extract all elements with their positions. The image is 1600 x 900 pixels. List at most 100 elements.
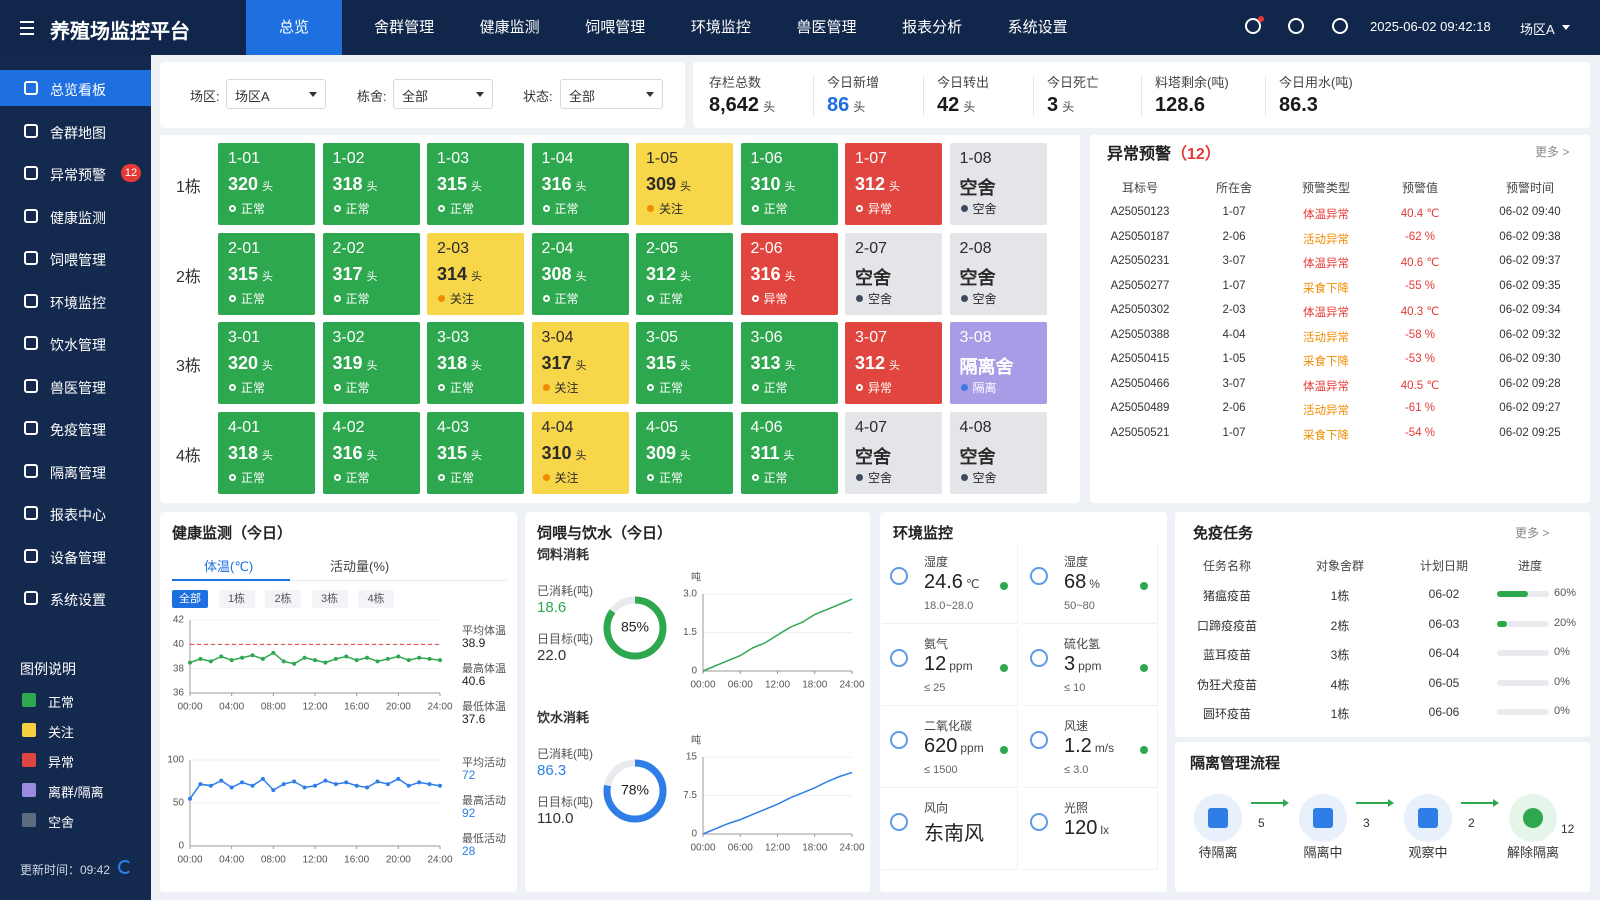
header-icon[interactable] (1332, 18, 1348, 34)
sidebar-item[interactable]: 饲喂管理 (0, 240, 151, 276)
pen-cell[interactable]: 1-03 315 头正常 (427, 143, 524, 225)
pen-cell[interactable]: 3-07 312 头异常 (845, 322, 942, 404)
filter-select[interactable]: 场区A (226, 79, 326, 109)
pen-cell[interactable]: 4-02 316 头正常 (322, 411, 420, 494)
column-header: 计划日期 (1419, 559, 1469, 573)
status-dot (229, 384, 236, 391)
env-value: 620 ppm (924, 735, 984, 757)
nav-item[interactable]: 环境监控 (690, 19, 751, 36)
tab[interactable]: 体温(℃) (204, 559, 254, 574)
pen-cell[interactable]: 3-03 318 头正常 (427, 322, 524, 404)
pen-cell[interactable]: 2-08 空舍 空舍 (949, 232, 1047, 315)
pen-cell[interactable]: 3-04 317 头关注 (531, 322, 629, 404)
sidebar-item[interactable]: 报表中心 (0, 495, 151, 531)
pen-cell[interactable]: 4-04 310 头关注 (531, 411, 629, 494)
pen-cell[interactable]: 2-02 317 头正常 (322, 232, 420, 315)
header-icon[interactable] (1245, 18, 1261, 34)
section-title: 饲料消耗 (537, 547, 590, 562)
pen-cell[interactable]: 4-08 空舍 空舍 (949, 411, 1047, 494)
pen-cell[interactable]: 3-06 313 头正常 (740, 322, 838, 404)
sidebar-item[interactable]: 健康监测 (0, 198, 151, 234)
sidebar-icon (24, 336, 38, 350)
pen-cell[interactable]: 4-07 空舍 空舍 (845, 411, 942, 494)
pen-cell[interactable]: 2-03 314 头关注 (427, 232, 524, 315)
filter-chip[interactable]: 3栋 (311, 590, 348, 608)
pen-cell[interactable]: 1-01 320 头正常 (218, 143, 315, 225)
legend-swatch (22, 723, 36, 737)
sidebar-item[interactable]: 免疫管理 (0, 410, 151, 446)
pen-cell[interactable]: 2-04 308 头正常 (531, 232, 629, 315)
pen-cell[interactable]: 1-04 316 头正常 (531, 143, 629, 225)
filter-select[interactable]: 全部 (560, 79, 663, 109)
sidebar-item[interactable]: 环境监控 (0, 283, 151, 319)
pen-unit: 头 (575, 270, 587, 283)
pen-cell[interactable]: 2-05 312 头正常 (636, 232, 733, 315)
refresh-icon[interactable] (118, 860, 132, 874)
farm-select[interactable]: 场区A (1520, 22, 1555, 37)
nav-item[interactable]: 饲喂管理 (585, 19, 646, 36)
vaccine-cell: 口蹄疫疫苗 (1196, 618, 1258, 633)
nav-item[interactable]: 报表分析 (902, 19, 963, 36)
sidebar-item[interactable]: 设备管理 (0, 538, 151, 574)
filter-chip[interactable]: 全部 (172, 590, 208, 608)
filter-label: 栋舍: (357, 89, 387, 104)
pen-cell[interactable]: 1-08 空舍 空舍 (949, 143, 1047, 225)
more-link[interactable]: 更多 > (1515, 526, 1550, 540)
sidebar-item[interactable]: 系统设置 (0, 580, 151, 616)
pen-cell[interactable]: 4-03 315 头正常 (427, 411, 524, 494)
stat-value: 128.6 (1155, 94, 1206, 116)
progress-track (1497, 709, 1549, 715)
filter-chip[interactable]: 2栋 (265, 590, 301, 608)
tab[interactable]: 活动量(%) (330, 559, 390, 574)
pen-cell[interactable]: 1-05 309 头关注 (636, 143, 733, 225)
sidebar-item[interactable]: 总览看板 (0, 70, 151, 106)
pen-cell[interactable]: 2-01 315 头正常 (218, 232, 315, 315)
pen-cell[interactable]: 3-08 隔离舍 隔离 (949, 322, 1047, 404)
stat-divider (1033, 76, 1034, 116)
pen-id: 3-05 (646, 329, 679, 346)
sidebar-icon (24, 591, 38, 605)
pen-status: 正常 (763, 381, 788, 395)
pen-status: 正常 (763, 470, 788, 485)
section-title: 饮水消耗 (537, 710, 590, 725)
header-icon[interactable] (1288, 18, 1304, 34)
nav-item[interactable]: 兽医管理 (796, 19, 857, 36)
pen-cell[interactable]: 3-02 319 头正常 (322, 322, 420, 404)
pen-cell[interactable]: 1-02 318 头正常 (322, 143, 420, 225)
status-dot (229, 294, 236, 302)
nav-item[interactable]: 健康监测 (479, 19, 540, 36)
pen-cell[interactable]: 1-06 310 头正常 (740, 143, 838, 225)
pen-cell[interactable]: 3-01 320 头正常 (218, 322, 315, 404)
sidebar-label: 健康监测 (50, 209, 106, 226)
sidebar-item[interactable]: 异常预警 12 (0, 155, 151, 191)
filter-chip[interactable]: 1栋 (218, 590, 255, 608)
pen-cell[interactable]: 4-01 318 头正常 (218, 411, 315, 494)
env-label: 湿度 (924, 555, 949, 569)
sidebar-item[interactable]: 饮水管理 (0, 325, 151, 361)
sidebar-item[interactable]: 舍群地图 (0, 113, 151, 149)
pen-cell[interactable]: 3-05 315 头正常 (636, 322, 733, 404)
nav-item[interactable]: 系统设置 (1007, 19, 1068, 36)
env-unit: % (1089, 577, 1100, 591)
more-link[interactable]: 更多 > (1535, 145, 1570, 159)
nav-item[interactable]: 舍群管理 (374, 19, 435, 36)
pen-id: 2-08 (959, 239, 992, 257)
nav-item[interactable]: 总览 (246, 0, 342, 55)
pen-cell[interactable]: 2-07 空舍 空舍 (845, 232, 942, 315)
pen-cell[interactable]: 1-07 312 头异常 (845, 143, 942, 225)
pen-unit: 头 (262, 449, 274, 462)
column-header: 预警时间 (1505, 181, 1555, 195)
sidebar-item[interactable]: 兽医管理 (0, 368, 151, 404)
pen-cell[interactable]: 2-06 316 头异常 (740, 232, 838, 315)
pen-status: 空舍 (868, 291, 893, 306)
filter-chip[interactable]: 4栋 (358, 590, 394, 608)
alert-cell: A25050415 (1110, 353, 1170, 365)
pen-cell[interactable]: 4-05 309 头正常 (636, 411, 733, 494)
sidebar-item[interactable]: 隔离管理 (0, 453, 151, 489)
card-title: 健康监测（今日） (172, 525, 293, 542)
stat-value: 8,642 头 (709, 94, 776, 116)
filter-select[interactable]: 全部 (393, 79, 493, 109)
pen-cell[interactable]: 4-06 311 头正常 (740, 411, 838, 494)
